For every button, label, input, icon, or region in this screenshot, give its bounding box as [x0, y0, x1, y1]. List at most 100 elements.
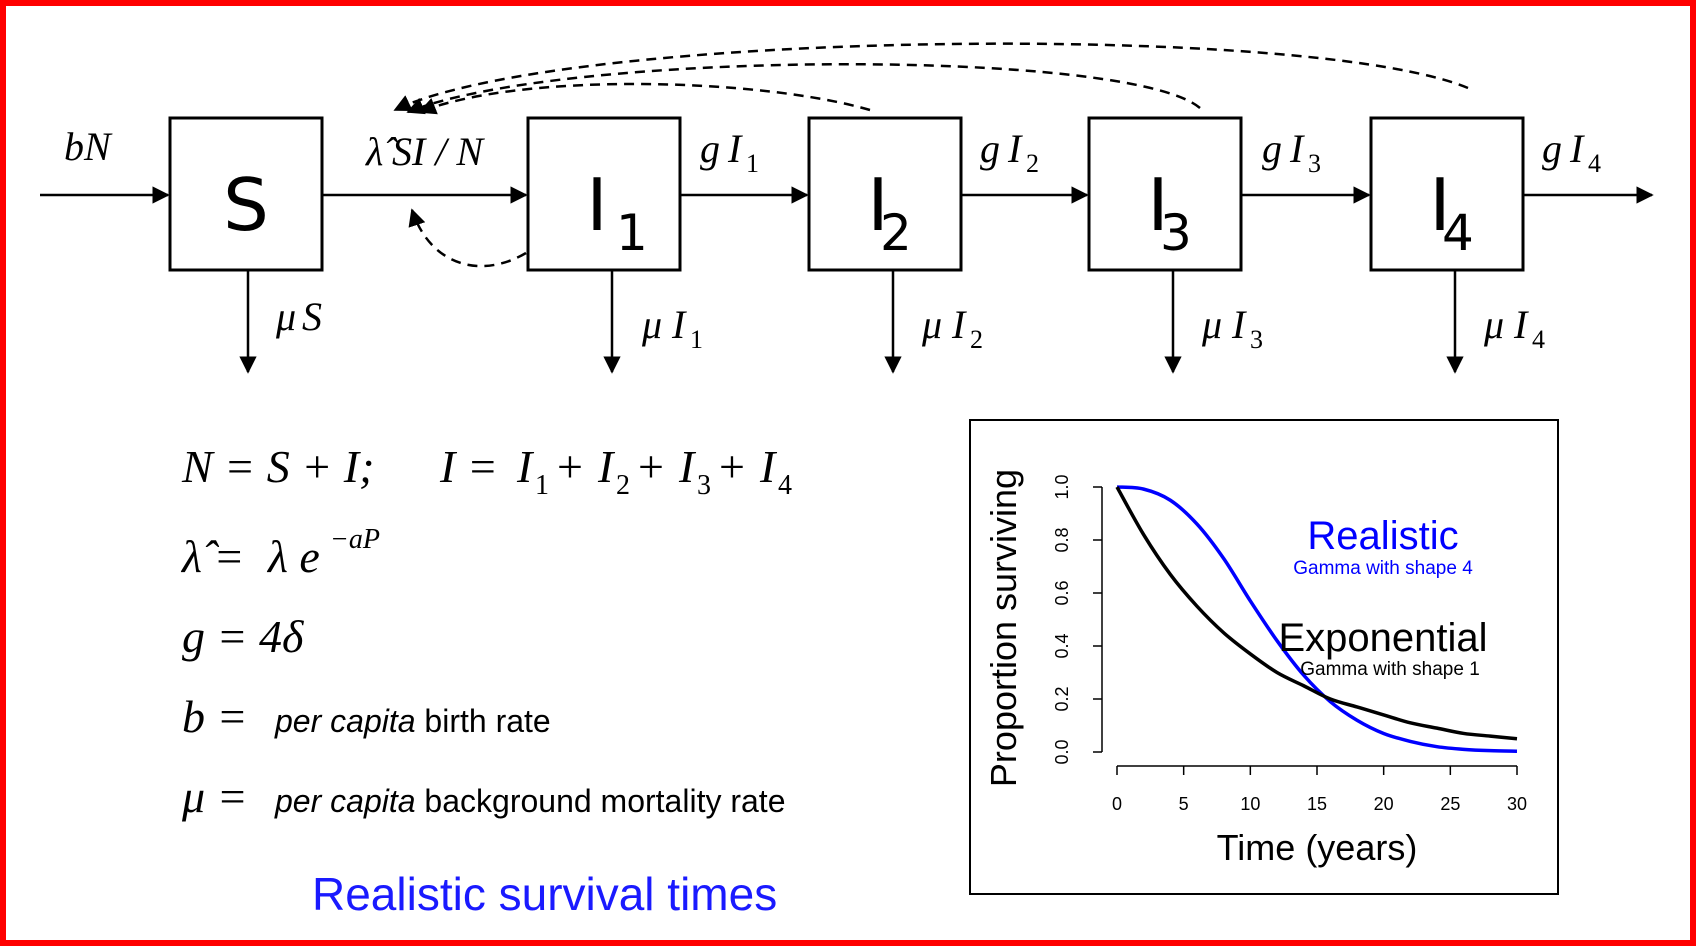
y-tick-label: 0.8 [1052, 527, 1072, 552]
progression-g-1: g [700, 126, 720, 171]
mortality-mu-1: μ [641, 302, 662, 347]
y-tick-label: 0.0 [1052, 739, 1072, 764]
series-line-exponential [1115, 486, 1518, 741]
chart-x-label: Time (years) [1217, 827, 1418, 868]
eq1-op-1: + [557, 441, 583, 492]
mortality-base-s: S [302, 294, 322, 339]
legend-exponential-name: Exponential [1278, 616, 1487, 660]
progression-sub-3: 3 [1308, 149, 1321, 178]
x-tick-label: 5 [1179, 794, 1189, 814]
eq2-lhs: λ̂ = [180, 531, 244, 582]
equation-lambda-hat: λ̂ = λ e −aP [180, 524, 380, 582]
compartment-s: S [168, 116, 324, 272]
mortality-mu-2: μ [921, 302, 942, 347]
feedback-arrow-i4 [393, 42, 1469, 112]
eq1-op-3: + [719, 441, 745, 492]
chart-y-label: Proportion surviving [983, 469, 1024, 787]
label-progression-4: g I 4 [1542, 126, 1601, 178]
eq1-term-4: I [759, 441, 778, 492]
y-tick-label: 0.4 [1052, 633, 1072, 658]
progression-base-1: I [727, 126, 743, 171]
label-mortality-1: μ I 1 [641, 302, 703, 354]
equation-mu: μ = per capita background mortality rate [181, 771, 785, 822]
compartment-i2-label: I [867, 163, 888, 247]
eq4-lhs: b = [182, 691, 248, 742]
label-mortality-4: μ I 4 [1483, 302, 1545, 354]
equation-g: g = 4δ [182, 611, 304, 662]
mortality-mu-s: μ [275, 294, 296, 339]
label-progression-1: g I 1 [700, 126, 759, 178]
progression-sub-1: 1 [746, 149, 759, 178]
eq5-lhs: μ = [181, 771, 248, 822]
label-infection-rate: SI / N [392, 129, 485, 174]
eq1-term-3: I [678, 441, 697, 492]
feedback-arrow-i1 [408, 208, 527, 268]
y-tick-label: 0.6 [1052, 580, 1072, 605]
caption-realistic-survival: Realistic survival times [312, 868, 777, 920]
eq4-italic: per capita [274, 703, 416, 739]
mortality-base-3: I [1231, 302, 1247, 347]
x-tick-label: 30 [1507, 794, 1527, 814]
mortality-sub-1: 1 [690, 325, 703, 354]
eq1-term-2: I [597, 441, 616, 492]
x-tick-label: 15 [1307, 794, 1327, 814]
progression-sub-4: 4 [1588, 149, 1601, 178]
eq2-exponent: −aP [330, 524, 380, 555]
eq1-op-2: + [638, 441, 664, 492]
compartment-i3: I 3 [1087, 116, 1243, 272]
equation-b: b = per capita birth rate [182, 691, 551, 742]
eq4-text: per capita birth rate [274, 703, 551, 739]
mortality-base-1: I [671, 302, 687, 347]
progression-g-2: g [980, 126, 1000, 171]
compartment-i3-label: I [1147, 163, 1168, 247]
chart-axes: 0 5 10 15 20 25 30 0.0 0.2 0.4 0.6 0.8 1.0 [1052, 474, 1527, 814]
mortality-base-2: I [951, 302, 967, 347]
progression-base-3: I [1289, 126, 1305, 171]
chart-panel [969, 419, 1559, 895]
compartment-i2: I 2 [807, 116, 963, 272]
y-tick-label: 0.2 [1052, 686, 1072, 711]
mortality-sub-4: 4 [1532, 325, 1545, 354]
label-mortality-2: μ I 2 [921, 302, 983, 354]
feedback-arrow-i2 [418, 82, 871, 115]
eq1-right-lhs: I = [439, 441, 498, 492]
legend-exponential-sub: Gamma with shape 1 [1300, 659, 1480, 680]
mortality-mu-4: μ [1483, 302, 1504, 347]
compartment-i4-label: I [1429, 163, 1450, 247]
equation-population: N = S + I; I = I 1 + I 2 + I 3 + I 4 [181, 441, 792, 501]
chart-series [1115, 485, 1518, 753]
mortality-sub-2: 2 [970, 325, 983, 354]
compartment-i1-sub: 1 [616, 204, 648, 262]
eq5-plain: background mortality rate [416, 783, 786, 819]
x-tick-label: 10 [1240, 794, 1260, 814]
progression-g-4: g [1542, 126, 1562, 171]
compartment-i1-label: I [586, 163, 607, 247]
compartment-i4: I 4 [1369, 116, 1525, 272]
mortality-mu-3: μ [1201, 302, 1222, 347]
eq1-sub-2: 2 [616, 470, 630, 501]
eq1-sub-3: 3 [697, 470, 711, 501]
eq5-italic: per capita [274, 783, 416, 819]
legend-realistic-sub: Gamma with shape 4 [1293, 558, 1473, 579]
eq4-plain: birth rate [416, 703, 551, 739]
compartment-i4-sub: 4 [1442, 204, 1474, 262]
progression-g-3: g [1262, 126, 1282, 171]
label-mortality-s: μ S [275, 294, 322, 339]
x-tick-label: 20 [1374, 794, 1394, 814]
compartment-i3-sub: 3 [1160, 204, 1192, 262]
progression-base-4: I [1569, 126, 1585, 171]
x-tick-label: 0 [1112, 794, 1122, 814]
eq2-rhs: λ e [266, 531, 320, 582]
compartment-s-label: S [223, 163, 269, 247]
eq5-text: per capita background mortality rate [274, 783, 785, 819]
label-progression-3: g I 3 [1262, 126, 1321, 178]
label-birth: bN [64, 124, 113, 169]
eq1-left: N = S + I; [181, 441, 374, 492]
eq1-term-1: I [516, 441, 535, 492]
legend-realistic-name: Realistic [1307, 514, 1458, 558]
eq1-sub-4: 4 [778, 470, 792, 501]
progression-base-2: I [1007, 126, 1023, 171]
label-progression-2: g I 2 [980, 126, 1039, 178]
